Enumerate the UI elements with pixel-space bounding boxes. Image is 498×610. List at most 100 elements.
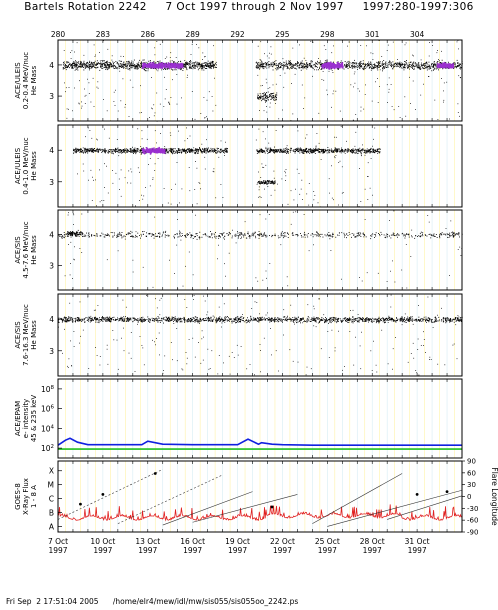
data-point (192, 151, 194, 153)
data-point (115, 61, 117, 62)
data-point (400, 65, 402, 67)
data-point (318, 62, 320, 63)
data-point (298, 150, 299, 152)
data-point (263, 180, 264, 182)
highlight-point (180, 66, 183, 69)
data-point (156, 92, 158, 94)
data-point (119, 70, 121, 72)
data-point (458, 75, 460, 77)
data-point (173, 62, 175, 63)
data-point (373, 149, 374, 151)
data-point (181, 68, 182, 70)
data-point (66, 66, 68, 68)
data-point (410, 62, 412, 63)
data-point (295, 63, 296, 65)
data-point (328, 150, 330, 151)
data-point (107, 152, 109, 154)
data-point (107, 67, 109, 69)
data-point (204, 150, 206, 151)
data-point (194, 149, 196, 151)
data-point (141, 130, 143, 132)
data-point (202, 66, 203, 67)
data-point (165, 68, 166, 70)
data-point (377, 151, 379, 152)
data-point (453, 62, 455, 64)
data-point (255, 139, 257, 141)
data-point (178, 148, 180, 150)
data-point (455, 66, 457, 68)
data-point (85, 150, 87, 152)
highlight-point (451, 64, 453, 66)
data-point (105, 65, 107, 67)
data-point (140, 150, 141, 152)
data-point (117, 152, 119, 154)
highlight-point (339, 65, 341, 67)
data-point (266, 67, 268, 69)
data-point (321, 62, 322, 64)
data-point (275, 150, 277, 152)
data-point (423, 63, 425, 64)
data-point (139, 66, 141, 68)
data-point (378, 61, 380, 63)
data-point (312, 149, 314, 151)
data-point (66, 62, 68, 64)
data-point (261, 63, 263, 64)
data-point (129, 63, 131, 65)
data-point (215, 152, 217, 154)
data-point (313, 64, 315, 66)
data-point (149, 60, 151, 61)
data-point (71, 68, 73, 69)
data-point (113, 62, 115, 63)
data-point (178, 68, 180, 70)
data-point (87, 66, 89, 68)
data-point (108, 137, 110, 139)
highlight-point (159, 148, 162, 151)
data-point (273, 152, 275, 153)
highlight-point (443, 65, 445, 68)
data-point (363, 66, 365, 68)
data-point (431, 65, 433, 67)
data-point (347, 64, 348, 66)
data-point (151, 77, 152, 78)
data-point (76, 68, 78, 70)
data-point (191, 67, 192, 69)
data-point (216, 150, 218, 152)
data-point (211, 66, 213, 67)
data-point (405, 42, 407, 44)
data-point (435, 68, 437, 70)
data-point (335, 136, 337, 138)
data-point (90, 63, 92, 65)
data-point (264, 188, 265, 190)
data-point (170, 149, 172, 151)
data-point (194, 151, 196, 153)
highlight-point (452, 65, 454, 68)
data-point (301, 66, 303, 68)
data-point (84, 148, 86, 150)
data-point (76, 64, 78, 66)
data-point (139, 66, 141, 68)
data-point (216, 148, 218, 150)
data-point (408, 65, 410, 67)
data-point (260, 59, 262, 61)
data-point (178, 149, 180, 151)
highlight-point (160, 64, 162, 66)
data-point (459, 77, 461, 78)
data-point (300, 61, 302, 63)
data-point (283, 151, 285, 153)
data-point (206, 139, 207, 141)
data-point (185, 151, 187, 153)
data-point (135, 205, 136, 207)
data-point (304, 64, 306, 65)
data-point (340, 149, 342, 151)
data-point (399, 117, 401, 118)
data-point (394, 63, 396, 65)
highlight-point (328, 63, 330, 65)
data-point (132, 149, 134, 151)
data-point (357, 68, 358, 70)
data-point (459, 115, 460, 117)
data-point (354, 71, 356, 73)
highlight-point (170, 67, 172, 69)
data-point (351, 149, 352, 150)
data-point (264, 152, 266, 154)
data-point (121, 60, 122, 62)
